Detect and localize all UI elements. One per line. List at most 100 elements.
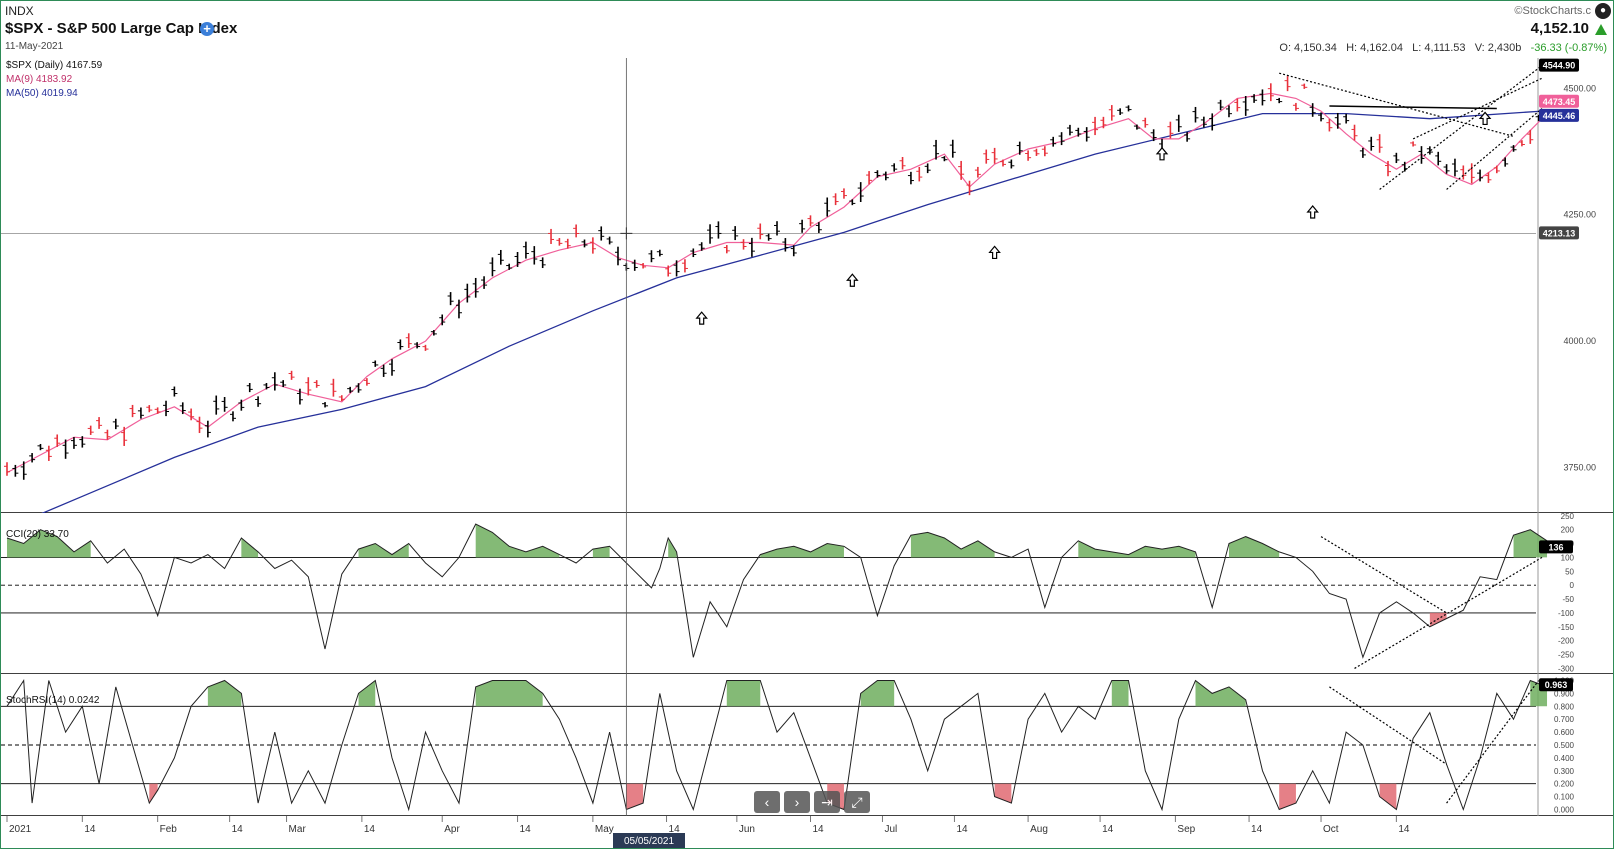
indicator-tick-label: 0	[1570, 581, 1575, 590]
date-tick-label: Oct	[1323, 824, 1339, 835]
price-label-box	[1539, 226, 1579, 240]
overbought-fill	[668, 537, 677, 558]
ohlc-readout: O: 4,150.34 H: 4,162.04 L: 4,111.53 V: 2…	[1279, 42, 1607, 54]
indicator-tick-label: 0.900	[1554, 689, 1575, 698]
crosshair-cursor-icon	[620, 227, 633, 240]
high-value: H: 4,162.04	[1346, 42, 1403, 54]
prev-button[interactable]: ‹	[754, 791, 780, 813]
legend-price: $SPX (Daily) 4167.59	[6, 60, 103, 71]
price-label-text: 4544.90	[1543, 61, 1576, 71]
indicator-tick-label: 0.000	[1554, 806, 1575, 815]
price-label-text: 4473.45	[1543, 97, 1576, 107]
chart-date: 11-May-2021	[5, 41, 64, 52]
overbought-fill	[910, 532, 995, 558]
change-value: -36.33 (-0.87%)	[1530, 42, 1607, 54]
date-tick-label: 14	[520, 824, 532, 835]
date-tick-label: Mar	[289, 824, 307, 835]
date-tick-label: 14	[1251, 824, 1263, 835]
overbought-fill	[726, 680, 761, 707]
price-label-text: 4213.13	[1543, 228, 1576, 238]
next-button[interactable]: ›	[784, 791, 810, 813]
last-price: 4,152.10	[1530, 20, 1589, 37]
indicator-line	[6, 678, 1548, 812]
chart-title: $SPX - S&P 500 Large Cap Index	[5, 20, 238, 37]
chart-header: INDX $SPX - S&P 500 Large Cap Index + 11…	[1, 1, 1613, 57]
indicator-tick-label: -300	[1558, 664, 1575, 673]
annotation-arrow-icon	[1155, 146, 1169, 161]
overbought-fill	[207, 680, 242, 707]
oversold-fill	[626, 783, 644, 810]
crosshair-date-label: 05/05/2021	[624, 836, 674, 847]
indicator-tick-label: -100	[1558, 609, 1575, 618]
oversold-fill	[1379, 783, 1397, 810]
indicator-tick-label: 200	[1561, 526, 1575, 535]
legend-ma50: MA(50) 4019.94	[6, 88, 78, 99]
indicator-tick-label: -200	[1558, 637, 1575, 646]
indicator-tick-label: 0.700	[1554, 715, 1575, 724]
plus-circle-icon[interactable]: +	[200, 22, 214, 36]
indicator-tick-label: 0.300	[1554, 767, 1575, 776]
price-panel: 3750.00 4000.00 4250.00 4500.00 4544.90 4473.…	[1, 58, 1613, 529]
date-axis-area	[1, 816, 1613, 848]
indicator-line	[6, 523, 1548, 659]
annotation-arrow-icon	[1306, 205, 1319, 219]
price-label-box	[1539, 58, 1579, 72]
annotation-arrow-icon	[695, 311, 708, 325]
date-tick-label: Jul	[884, 824, 897, 835]
overbought-fill	[860, 680, 895, 707]
annotation-arrow-icon	[846, 273, 859, 287]
overbought-fill	[760, 543, 844, 558]
date-tick-label: Apr	[444, 824, 460, 835]
date-tick-label: Feb	[160, 824, 178, 835]
ma9-line	[6, 92, 1543, 474]
jump-to-end-button[interactable]: ⇥	[814, 791, 840, 813]
indicator-plot-area	[1, 513, 1613, 674]
oversold-fill	[1279, 783, 1296, 810]
date-tick-label: 14	[84, 824, 96, 835]
overbought-fill	[475, 524, 560, 558]
stochrsi-trendline	[1446, 680, 1540, 804]
indicator-tick-label: 0.400	[1554, 754, 1575, 763]
indicator-last-box	[1539, 540, 1573, 554]
date-tick-label: Aug	[1030, 824, 1048, 835]
open-value: O: 4,150.34	[1279, 42, 1337, 54]
price-label-box	[1539, 108, 1579, 122]
indicator-tick-label: 0.800	[1554, 702, 1575, 711]
overbought-fill	[1078, 540, 1196, 558]
indicator-tick-label: 0.200	[1554, 780, 1575, 789]
collapse-button[interactable]: ⤢	[844, 791, 870, 813]
indicator-tick-label: 100	[1561, 553, 1575, 562]
date-axis: 2021 14 Feb 14 Mar 14 Apr 14 May 14 Jun 14 Jul 14 Aug 1…	[1, 816, 1613, 848]
exchange-label: INDX	[5, 4, 34, 18]
overlay	[620, 58, 633, 816]
annotation-arrow-icon	[988, 245, 1001, 260]
indicator-tick-label: 0.100	[1554, 793, 1575, 802]
price-tick-label: 3750.00	[1563, 463, 1596, 473]
overbought-fill	[358, 543, 409, 558]
overbought-fill	[592, 546, 610, 558]
oversold-fill	[994, 783, 1012, 804]
cci-trendline	[1354, 556, 1543, 669]
resistance-line	[1329, 105, 1497, 110]
date-tick-label: 14	[1102, 824, 1114, 835]
indicator-tick-label: -250	[1558, 651, 1575, 660]
date-tick-label: 14	[956, 824, 968, 835]
oversold-fill	[1429, 612, 1447, 627]
ma50-line	[6, 110, 1543, 529]
overbought-fill	[1195, 680, 1246, 707]
price-plot-area	[1, 58, 1613, 513]
overbought-fill	[1513, 529, 1548, 558]
trendline	[1279, 72, 1514, 137]
indicator-tick-label: 0.500	[1554, 741, 1575, 750]
stockcharts-logo-icon[interactable]: ●	[1595, 3, 1611, 19]
legend-stochrsi: StochRSI(14) 0.0242	[6, 695, 100, 706]
indicator-last-label: 136	[1548, 542, 1563, 552]
oversold-fill	[149, 783, 158, 804]
price-tick-label: 4500.00	[1563, 83, 1596, 93]
stochrsi-trendline	[1329, 686, 1447, 765]
price-label-box	[1539, 94, 1579, 108]
date-tick-label: 14	[232, 824, 244, 835]
date-tick-label: 14	[364, 824, 376, 835]
crosshair-date-box	[613, 833, 685, 848]
cci-panel: 250200150100500-50-100-150-200-250-30013…	[1, 512, 1613, 675]
